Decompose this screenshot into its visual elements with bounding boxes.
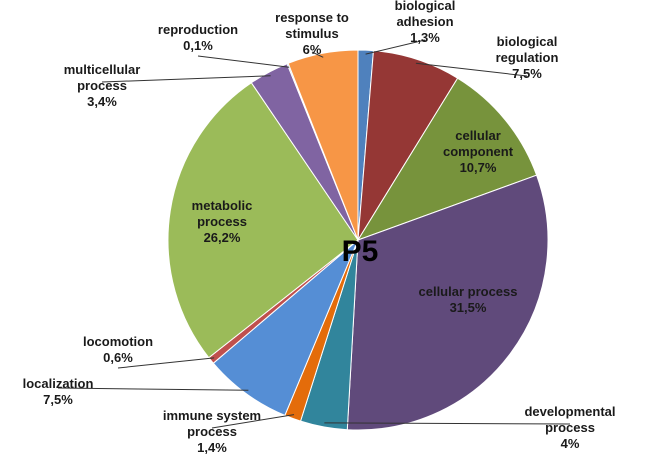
slice-value: 7,5%: [43, 392, 73, 407]
slice-label: response to stimulus 6%: [262, 10, 362, 58]
pie-slice: [287, 49, 359, 241]
slice-value: 31,5%: [449, 300, 487, 315]
slice-label: reproduction 0,1%: [143, 22, 253, 54]
slice-value: 10,7%: [459, 160, 497, 175]
chart-title: P5: [342, 235, 379, 268]
leader-line: [117, 357, 215, 369]
slice-name: localization: [22, 376, 94, 391]
slice-name: biological regulation: [495, 34, 559, 65]
leader-line: [211, 414, 295, 429]
leader-line: [365, 39, 426, 55]
slice-value: 26,2%: [203, 230, 241, 245]
slice-value: 1,3%: [410, 30, 440, 45]
slice-name: developmental process: [524, 404, 616, 435]
slice-name: reproduction: [157, 22, 239, 37]
pie-slice: [167, 82, 359, 359]
slice-label: locomotion 0,6%: [73, 334, 163, 366]
slice-value: 0,6%: [103, 350, 133, 365]
slice-label: multicellular process 3,4%: [47, 62, 157, 110]
slice-label: cellular component 10,7%: [428, 128, 528, 176]
leader-line: [57, 387, 249, 391]
slice-name: cellular process: [418, 284, 518, 299]
slice-label: developmental process 4%: [510, 404, 630, 452]
leader-line: [415, 62, 528, 77]
slice-name: response to stimulus: [275, 10, 349, 41]
leader-line: [197, 55, 290, 68]
slice-label: biological adhesion 1,3%: [380, 0, 470, 46]
slice-value: 1,4%: [197, 440, 227, 455]
slice-name: multicellular process: [63, 62, 141, 93]
slice-value: 6%: [302, 42, 322, 57]
slice-value: 4%: [560, 436, 580, 451]
slice-label: biological regulation 7,5%: [482, 34, 572, 82]
slice-value: 0,1%: [183, 38, 213, 53]
slice-name: cellular component: [442, 128, 514, 159]
pie-slice: [356, 77, 538, 241]
slice-value: 7,5%: [512, 66, 542, 81]
pie-slice: [346, 174, 549, 431]
slice-name: metabolic process: [191, 198, 253, 229]
slice-label: localization 7,5%: [8, 376, 108, 408]
slice-name: biological adhesion: [394, 0, 456, 29]
leader-line: [324, 422, 571, 425]
slice-name: immune system process: [162, 408, 262, 439]
slice-label: metabolic process 26,2%: [177, 198, 267, 246]
leader-line: [101, 75, 271, 83]
slice-label: cellular process 31,5%: [403, 284, 533, 316]
slice-name: locomotion: [82, 334, 154, 349]
slice-label: immune system process 1,4%: [147, 408, 277, 456]
slice-value: 3,4%: [87, 94, 117, 109]
leader-line: [311, 51, 324, 58]
